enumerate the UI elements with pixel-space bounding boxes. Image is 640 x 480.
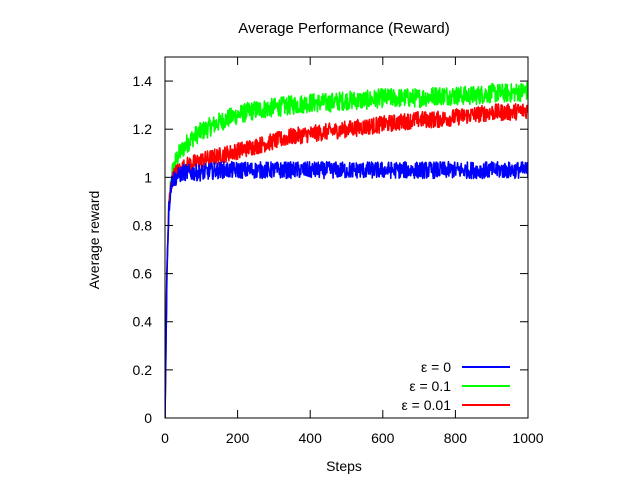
x-tick-label: 600 bbox=[371, 430, 395, 446]
y-tick-label: 1.2 bbox=[133, 121, 153, 137]
series-line-2 bbox=[165, 103, 528, 418]
series-line-0 bbox=[165, 160, 528, 418]
y-tick-label: 0.4 bbox=[133, 314, 153, 330]
legend-label: ε = 0.1 bbox=[409, 378, 451, 394]
y-tick-label: 0.8 bbox=[133, 217, 153, 233]
y-tick-label: 1.4 bbox=[133, 73, 153, 89]
y-tick-label: 0 bbox=[144, 410, 152, 426]
y-tick-label: 0.2 bbox=[133, 362, 153, 378]
legend-label: ε = 0 bbox=[421, 359, 451, 375]
y-axis-label: Average reward bbox=[86, 191, 102, 290]
axes-layer: 0 200 400 600 800 1000 0 0.2 0.4 0.6 0.8 1 1.2 1.4 bbox=[133, 56, 544, 446]
y-tick-label: 1 bbox=[144, 169, 152, 185]
legend: ε = 0 ε = 0.1 ε = 0.01 bbox=[402, 359, 510, 413]
series-line-1 bbox=[165, 81, 528, 418]
x-tick-label: 1000 bbox=[512, 430, 543, 446]
plot-frame bbox=[164, 56, 529, 419]
y-tick-label: 0.6 bbox=[133, 266, 153, 282]
chart-title: Average Performance (Reward) bbox=[238, 20, 449, 37]
x-tick-label: 800 bbox=[444, 430, 468, 446]
legend-label: ε = 0.01 bbox=[402, 397, 452, 413]
x-tick-label: 400 bbox=[299, 430, 323, 446]
plot-area bbox=[165, 81, 528, 418]
x-tick-label: 0 bbox=[161, 430, 169, 446]
x-axis-label: Steps bbox=[326, 458, 362, 474]
x-tick-label: 200 bbox=[226, 430, 250, 446]
